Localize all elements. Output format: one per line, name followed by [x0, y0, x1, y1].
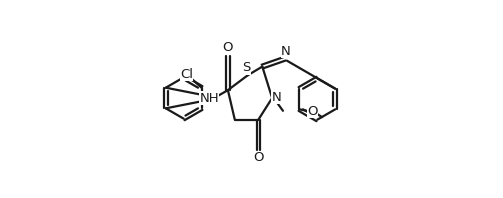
Text: Cl: Cl — [180, 68, 193, 81]
Text: O: O — [223, 41, 233, 54]
Text: S: S — [242, 61, 251, 74]
Text: O: O — [307, 105, 317, 118]
Text: O: O — [253, 151, 264, 165]
Text: N: N — [281, 45, 291, 58]
Text: N: N — [272, 90, 281, 104]
Text: NH: NH — [199, 91, 219, 105]
